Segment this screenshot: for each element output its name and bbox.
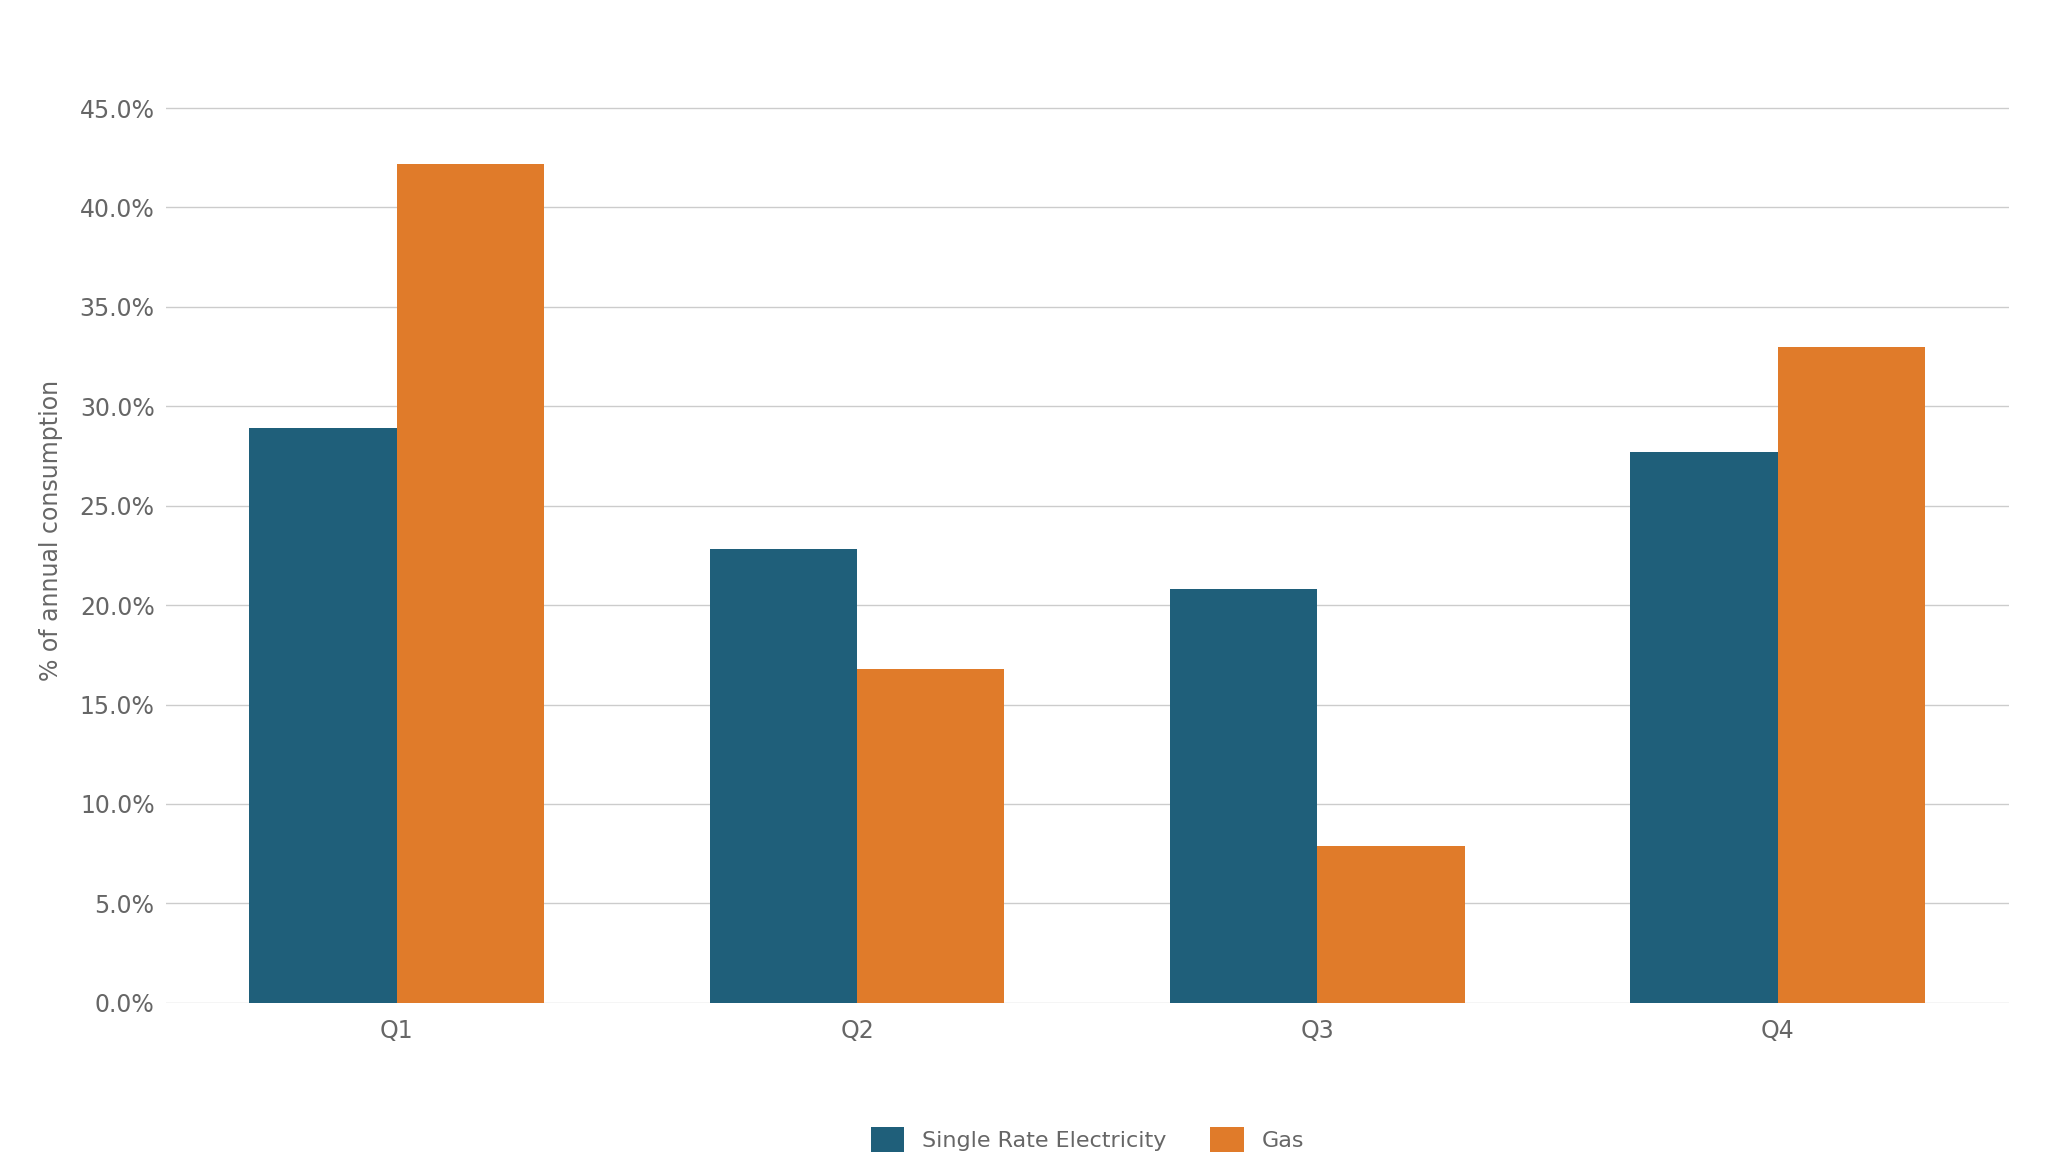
Bar	[398, 163, 545, 1003]
Bar	[857, 669, 1004, 1003]
Y-axis label: % of annual consumption: % of annual consumption	[39, 380, 62, 681]
Bar	[1170, 589, 1317, 1003]
Bar	[249, 428, 398, 1003]
Bar	[710, 549, 857, 1003]
Bar	[1317, 845, 1464, 1003]
Bar	[1777, 346, 1926, 1003]
Bar	[1630, 452, 1777, 1003]
Legend: Single Rate Electricity, Gas: Single Rate Electricity, Gas	[862, 1118, 1313, 1161]
